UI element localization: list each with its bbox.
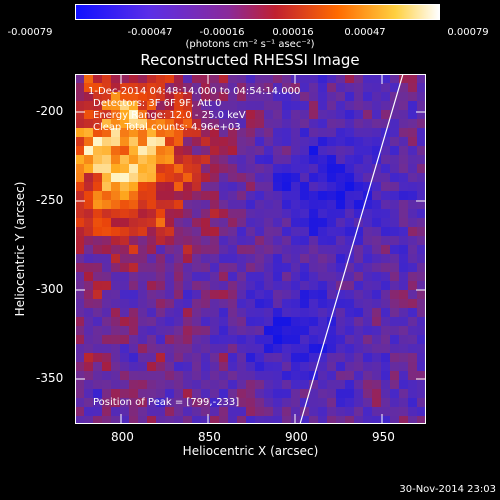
colorbar-tick-label: -0.00079 <box>7 27 53 38</box>
colorbar-tick-label: 0.00016 <box>272 27 314 38</box>
x-tick-label: 850 <box>198 430 221 444</box>
colorbar <box>75 4 440 20</box>
x-tick-label: 950 <box>372 430 395 444</box>
colorbar-tick-label: -0.00016 <box>199 27 245 38</box>
timestamp: 30-Nov-2014 23:03 <box>399 484 496 495</box>
y-tick-label: -200 <box>36 104 64 118</box>
annotation-detectors: Detectors: 3F 6F 9F, Att 0 <box>93 98 222 109</box>
y-tick-label: -300 <box>36 282 64 296</box>
y-axis-title: Heliocentric Y (arcsec) <box>13 181 27 317</box>
colorbar-units: (photons cm⁻² s⁻¹ asec⁻²) <box>185 39 315 50</box>
solar-limb-line <box>299 74 404 424</box>
annotation-clean: Clean Total counts: 4.96e+03 <box>93 122 241 133</box>
y-tick-label: -350 <box>36 371 64 385</box>
colorbar-tick-label: 0.00047 <box>344 27 386 38</box>
x-axis-title: Heliocentric X (arcsec) <box>182 444 319 458</box>
annotation-peak-position: Position of Peak = [799,-233] <box>93 397 240 408</box>
y-tick-label: -250 <box>36 193 64 207</box>
plot-frame <box>75 74 426 424</box>
colorbar-tick-label: -0.00047 <box>127 27 173 38</box>
colorbar-tick-label: 0.00079 <box>447 27 489 38</box>
annotation-time-range: 1-Dec-2014 04:48:14.000 to 04:54:14.000 <box>88 86 301 97</box>
image-pixels <box>75 74 426 424</box>
annotation-energy: Energy Range: 12.0 - 25.0 keV <box>93 110 246 121</box>
plot-title: Reconstructed RHESSI Image <box>140 51 360 69</box>
rhessi-image-plot <box>75 74 426 424</box>
x-tick-label: 900 <box>285 430 308 444</box>
x-tick-label: 800 <box>111 430 134 444</box>
